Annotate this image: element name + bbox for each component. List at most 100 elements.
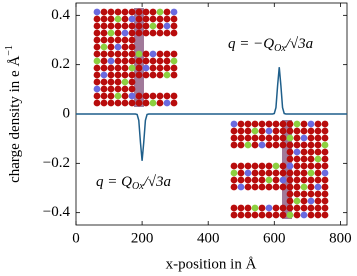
atom: [135, 71, 143, 79]
atom: [286, 134, 294, 142]
atom: [300, 134, 308, 142]
atom: [100, 99, 108, 107]
atom: [300, 120, 308, 128]
atom: [293, 211, 301, 219]
atom: [93, 64, 101, 72]
atom: [93, 43, 101, 51]
atom: [170, 92, 178, 100]
atom: [251, 120, 259, 128]
atom: [293, 134, 301, 142]
atom: [230, 162, 238, 170]
atom: [114, 99, 122, 107]
atom: [286, 141, 294, 149]
atom: [286, 183, 294, 191]
x-tick-label: 200: [131, 230, 154, 246]
atom: [170, 64, 178, 72]
atom: [286, 211, 294, 219]
atom: [321, 141, 329, 149]
atom: [93, 71, 101, 79]
atom: [170, 22, 178, 30]
atom: [307, 169, 315, 177]
atom: [314, 141, 322, 149]
atom: [321, 183, 329, 191]
atom: [300, 141, 308, 149]
atom: [163, 99, 171, 107]
atom: [244, 162, 252, 170]
atom: [300, 211, 308, 219]
atom: [100, 64, 108, 72]
annotation-part: /√3a: [143, 174, 171, 190]
atom: [135, 99, 143, 107]
atom: [307, 183, 315, 191]
atom: [237, 204, 245, 212]
atom: [314, 162, 322, 170]
atom: [142, 15, 150, 23]
atom: [114, 85, 122, 93]
atom: [114, 71, 122, 79]
atom: [107, 85, 115, 93]
atom: [265, 169, 273, 177]
atom: [314, 176, 322, 184]
atom: [142, 22, 150, 30]
y-axis-label: charge density in e Å−1: [4, 45, 23, 183]
atom: [307, 120, 315, 128]
atom: [170, 15, 178, 23]
atom: [93, 22, 101, 30]
atom: [314, 120, 322, 128]
atom: [121, 50, 129, 58]
atom: [293, 155, 301, 163]
atom: [279, 176, 287, 184]
atom: [230, 134, 238, 142]
atom: [258, 176, 266, 184]
atom: [93, 15, 101, 23]
atom: [128, 29, 136, 37]
atom: [93, 8, 101, 16]
atom: [135, 50, 143, 58]
atom: [128, 92, 136, 100]
atom: [93, 92, 101, 100]
atom: [135, 8, 143, 16]
atom: [279, 169, 287, 177]
atom: [107, 57, 115, 65]
atom: [321, 155, 329, 163]
atom: [237, 211, 245, 219]
atom: [286, 197, 294, 205]
inset-bar: [282, 120, 292, 219]
annotation: q = −QOx/√3a: [228, 36, 313, 54]
atom: [170, 29, 178, 37]
atom: [170, 57, 178, 65]
y-axis-label-main: charge density in e Å: [7, 56, 23, 183]
atom: [142, 29, 150, 37]
atom: [114, 36, 122, 44]
atom: [163, 8, 171, 16]
atom: [163, 22, 171, 30]
atom: [244, 120, 252, 128]
atom: [107, 22, 115, 30]
atom: [307, 162, 315, 170]
atom: [114, 50, 122, 58]
atom: [279, 162, 287, 170]
atom: [100, 36, 108, 44]
atom: [149, 99, 157, 107]
atom: [100, 85, 108, 93]
y-tick-label: 0.2: [51, 56, 70, 72]
atom: [251, 162, 259, 170]
atom: [163, 29, 171, 37]
atom: [321, 162, 329, 170]
atom: [321, 148, 329, 156]
atom: [100, 22, 108, 30]
atom: [135, 15, 143, 23]
atom: [307, 134, 315, 142]
atom: [149, 57, 157, 65]
atom: [244, 204, 252, 212]
atom: [121, 85, 129, 93]
atom: [93, 29, 101, 37]
atom: [149, 50, 157, 58]
atom: [258, 211, 266, 219]
y-tick-label: −0.2: [43, 155, 70, 171]
atom: [314, 211, 322, 219]
atom: [314, 127, 322, 135]
atom: [272, 211, 280, 219]
atom: [149, 8, 157, 16]
structure-insets: [93, 8, 329, 219]
